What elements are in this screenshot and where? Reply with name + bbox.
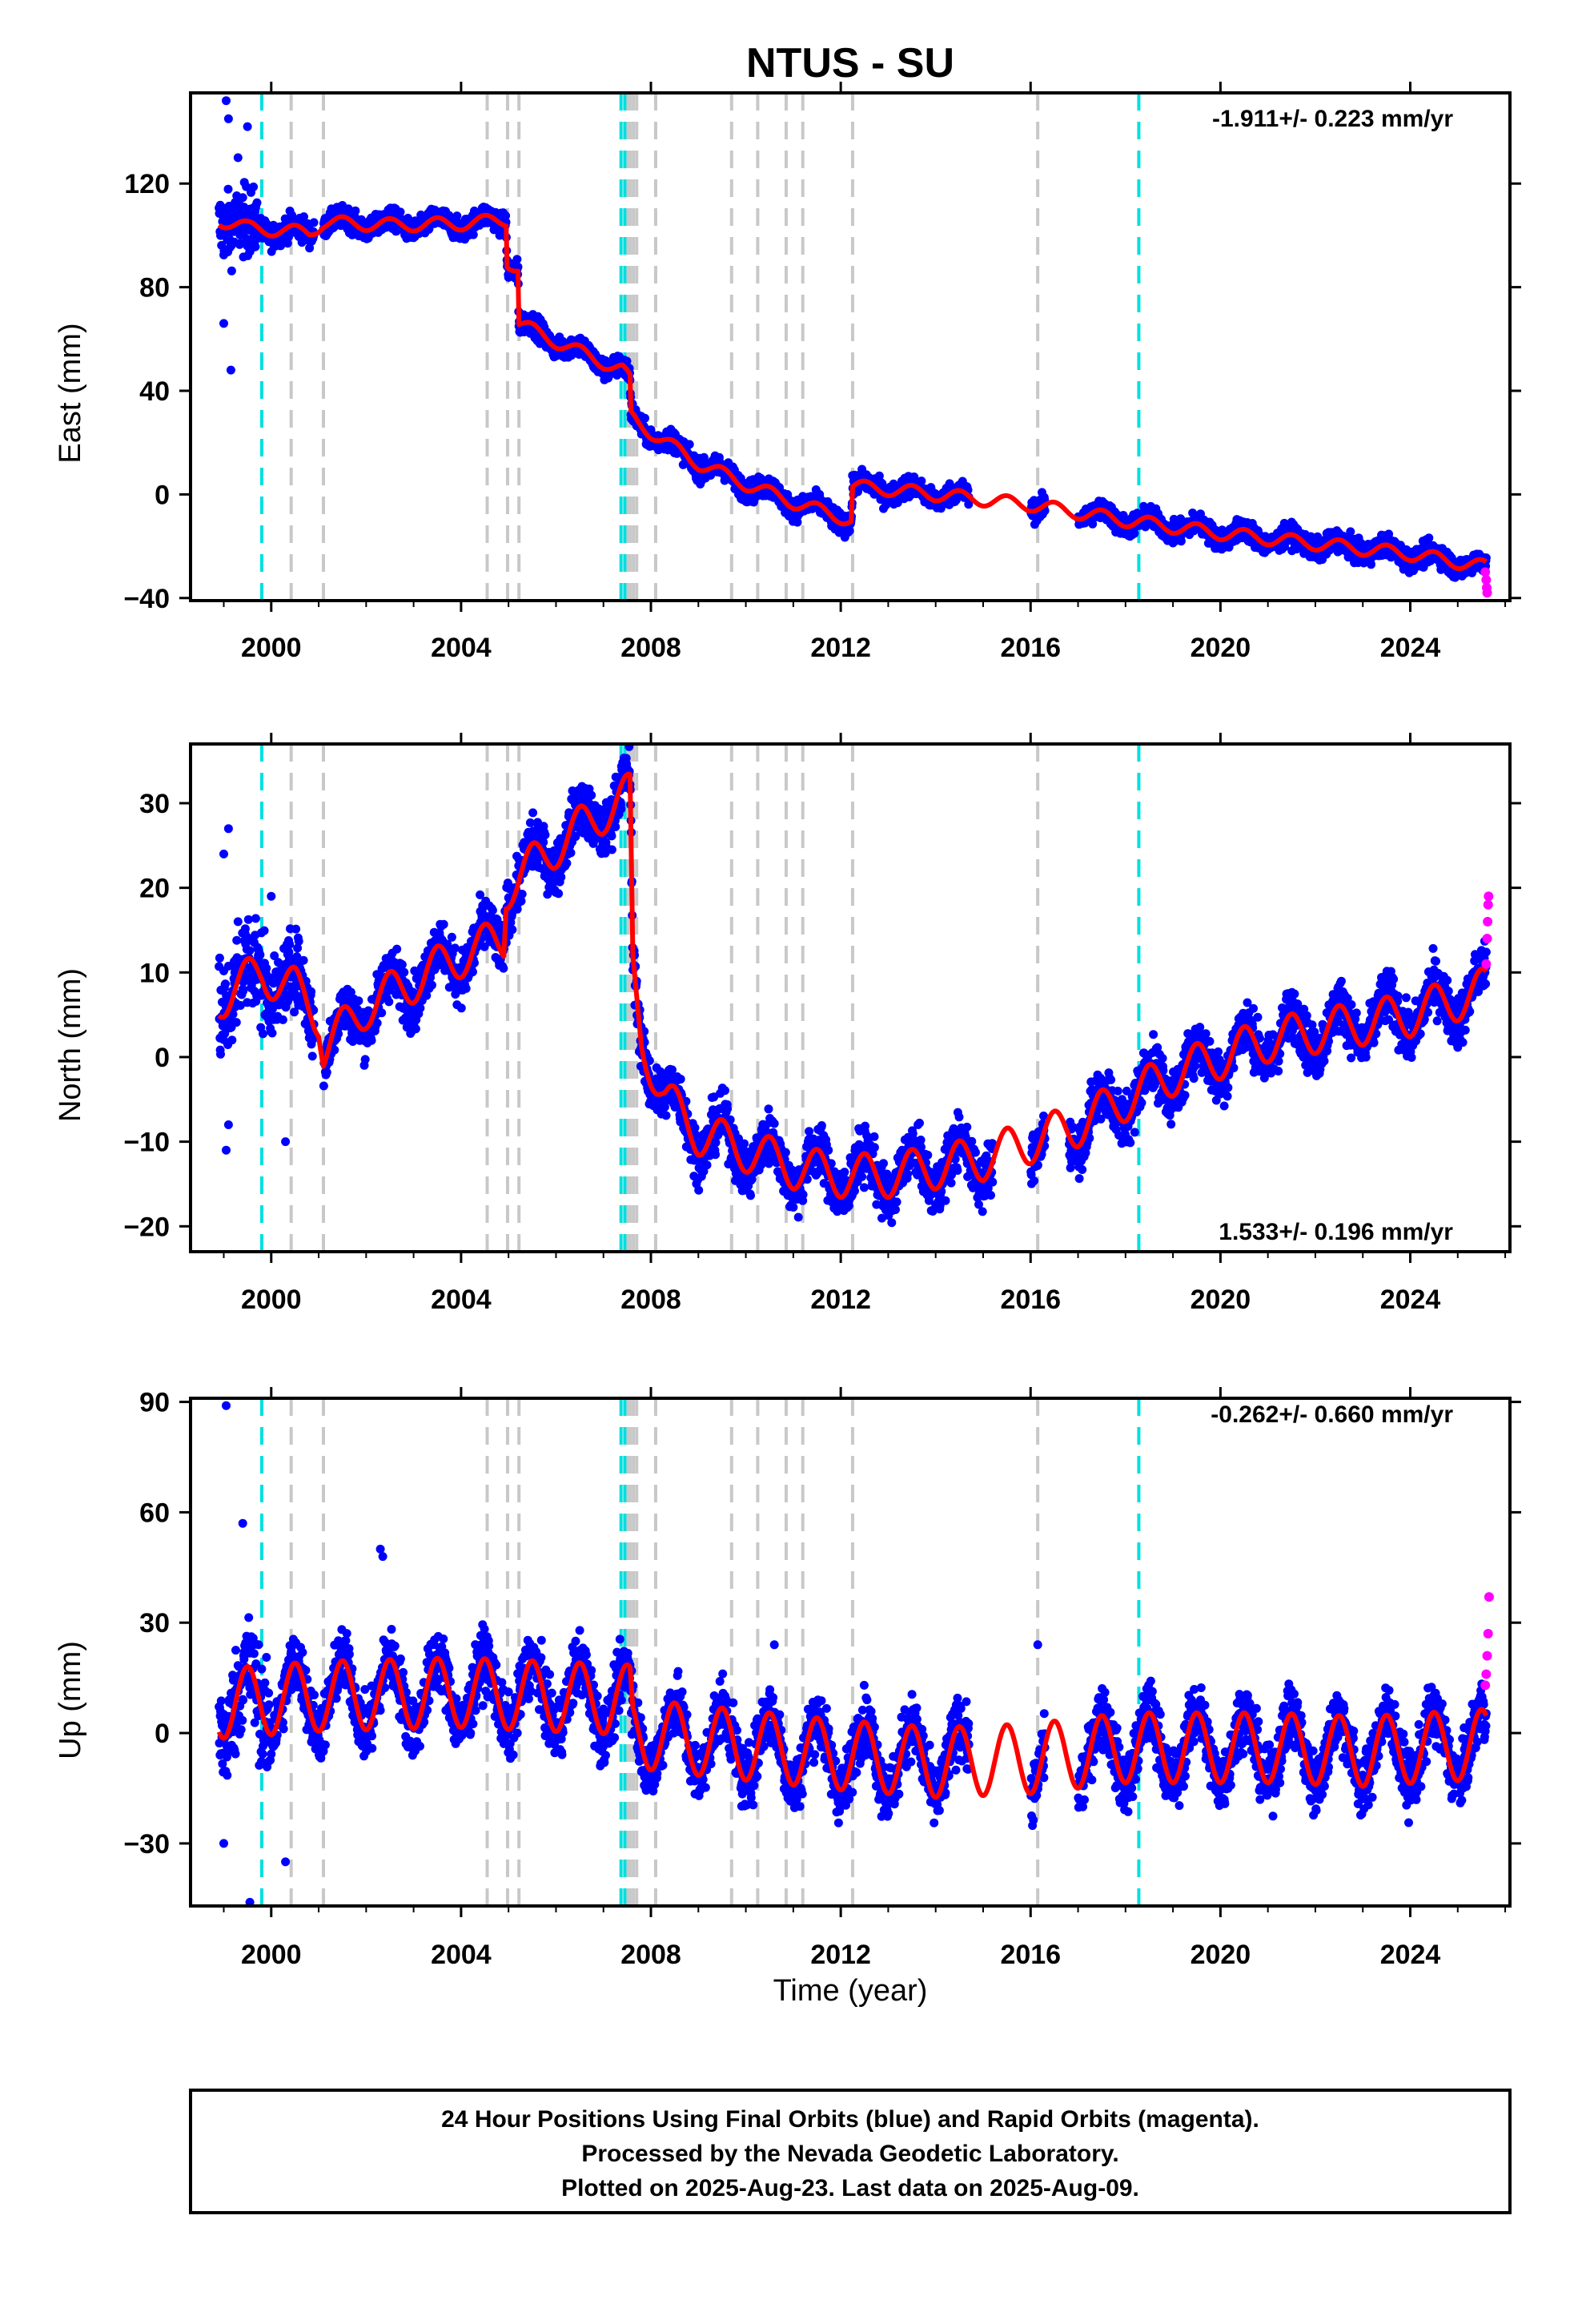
north-x-tick-label: 2012: [810, 1285, 871, 1315]
north-plot-area: [215, 744, 1494, 1252]
up-y-tick-label: 90: [139, 1388, 170, 1418]
up-rapid-orbit-point: [1483, 1629, 1493, 1639]
north-x-tick-label: 2020: [1191, 1285, 1251, 1315]
up-x-tick-label: 2000: [241, 1940, 302, 1970]
north-y-tick-label: 20: [139, 874, 170, 904]
east-rapid-orbit-point: [1481, 575, 1492, 585]
up-rapid-orbit-point: [1481, 1669, 1492, 1679]
east-rate-label: -1.911+/- 0.223 mm/yr: [1212, 106, 1453, 132]
north-x-tick-label: 2008: [620, 1285, 681, 1315]
north-y-tick-label: 10: [139, 958, 170, 988]
up-panel: Up (mm) -0.262+/- 0.660 mm/yr 2000 2004 20…: [54, 1387, 1521, 1970]
east-y-tick-label: −40: [123, 584, 170, 614]
up-y-tick-label: 30: [139, 1608, 170, 1638]
north-x-tick-label: 2004: [431, 1285, 492, 1315]
north-y-tick-label: 0: [155, 1043, 170, 1073]
east-y-tick-label: 120: [124, 169, 170, 199]
footer-frame: [189, 2089, 1512, 2214]
footer-box: 24 Hour Positions Using Final Orbits (bl…: [189, 2089, 1512, 2214]
north-y-tick-label: −10: [123, 1128, 170, 1158]
up-rapid-orbit-point: [1482, 1651, 1492, 1661]
north-model-line: [217, 771, 1488, 1200]
north-rapid-orbit-point: [1484, 891, 1494, 902]
x-axis-label: Time (year): [773, 1974, 928, 2008]
north-rate-label: 1.533+/- 0.196 mm/yr: [1219, 1219, 1453, 1245]
north-rapid-orbit-point: [1481, 959, 1492, 969]
east-panel: East (mm) -1.911+/- 0.223 mm/yr 2000 2004…: [54, 82, 1521, 663]
up-x-tick-label: 2008: [620, 1940, 681, 1970]
east-rapid-orbit-point: [1480, 567, 1491, 577]
up-x-tick-label: 2016: [1000, 1940, 1061, 1970]
east-axis-label: East (mm): [54, 323, 87, 463]
up-axis-label: Up (mm): [54, 1641, 87, 1759]
up-y-tick-label: −30: [123, 1829, 170, 1860]
footer-line-2: Processed by the Nevada Geodetic Laborat…: [581, 2141, 1118, 2167]
north-axis-label: North (mm): [54, 968, 87, 1122]
north-x-tick-label: 2000: [241, 1285, 302, 1315]
east-x-tick-label: 2008: [620, 633, 681, 663]
up-plot-area: [215, 1398, 1494, 1906]
north-rapid-orbit-point: [1482, 934, 1492, 944]
east-plot-area: [215, 93, 1492, 601]
north-y-tick-label: 30: [139, 789, 170, 819]
footer-line-3: Plotted on 2025-Aug-23. Last data on 202…: [561, 2175, 1139, 2201]
up-rapid-orbit-point: [1480, 1680, 1491, 1691]
up-model-line: [216, 1655, 1489, 1800]
east-model-line: [217, 212, 1488, 572]
east-x-tick-label: 2000: [241, 633, 302, 663]
north-x-tick-label: 2024: [1380, 1285, 1441, 1315]
north-frame: [189, 742, 1512, 1253]
east-x-tick-label: 2024: [1380, 633, 1441, 663]
up-y-tick-label: 60: [139, 1498, 170, 1528]
up-x-tick-label: 2024: [1380, 1940, 1441, 1970]
up-y-tick-label: 0: [155, 1719, 170, 1749]
chart-title: NTUS - SU: [746, 40, 954, 86]
north-rapid-orbit-point: [1483, 899, 1493, 910]
east-x-tick-label: 2016: [1000, 633, 1061, 663]
north-y-tick-label: −20: [123, 1212, 170, 1242]
east-x-tick-label: 2020: [1191, 633, 1251, 663]
east-y-tick-label: 0: [155, 480, 170, 510]
north-panel: North (mm) 1.533+/- 0.196 mm/yr 2000 2004…: [54, 733, 1521, 1315]
footer-line-1: 24 Hour Positions Using Final Orbits (bl…: [441, 2106, 1259, 2133]
up-rate-label: -0.262+/- 0.660 mm/yr: [1211, 1401, 1453, 1428]
east-x-tick-label: 2012: [810, 633, 871, 663]
east-rapid-orbit-point: [1482, 588, 1492, 598]
north-x-tick-label: 2016: [1000, 1285, 1061, 1315]
up-frame: [189, 1397, 1512, 1908]
up-rapid-orbit-point: [1484, 1592, 1494, 1602]
up-x-tick-label: 2012: [810, 1940, 871, 1970]
east-y-tick-label: 80: [139, 273, 170, 304]
up-x-tick-label: 2004: [431, 1940, 492, 1970]
east-frame: [189, 91, 1512, 602]
north-rapid-orbit-point: [1483, 916, 1493, 927]
east-x-tick-label: 2004: [431, 633, 492, 663]
east-y-tick-label: 40: [139, 376, 170, 407]
up-x-tick-label: 2020: [1191, 1940, 1251, 1970]
up-final-orbit-points: [215, 1401, 1491, 1906]
